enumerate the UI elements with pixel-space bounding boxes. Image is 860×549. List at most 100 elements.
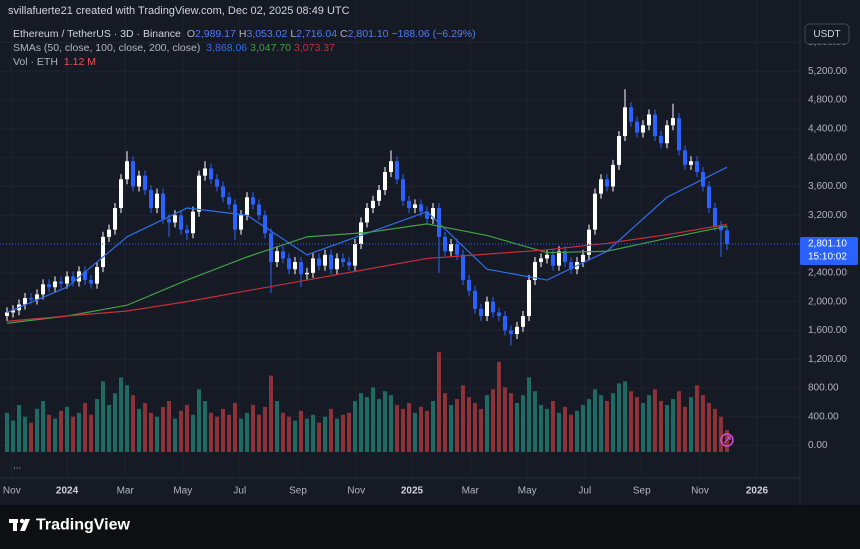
candle-body	[65, 276, 70, 284]
volume-bar	[400, 408, 405, 452]
brand-name: TradingView	[36, 517, 131, 534]
more-indicator[interactable]: ...	[13, 461, 21, 472]
countdown-label: 15:10:02	[808, 252, 847, 263]
candle-body	[460, 254, 465, 281]
candle-body	[556, 251, 561, 266]
alert-icon[interactable]	[720, 433, 734, 447]
candle-body	[430, 208, 435, 219]
volume-bar	[119, 377, 124, 452]
candle-body	[682, 150, 687, 165]
currency-button[interactable]	[804, 23, 850, 45]
candle-body	[598, 179, 603, 194]
volume-bar	[131, 395, 136, 452]
moving-averages	[6, 166, 728, 324]
volume-bar	[281, 412, 286, 452]
candle-body	[89, 280, 94, 284]
volume-bar	[706, 402, 711, 452]
volume-bar	[269, 375, 274, 452]
volume-bar	[239, 418, 244, 452]
x-tick-label: May	[173, 486, 192, 497]
volume-bar	[610, 393, 615, 452]
volume-bar	[59, 410, 64, 452]
footer-background	[0, 505, 860, 549]
candle-body	[53, 281, 58, 288]
x-tick-label: Sep	[633, 486, 651, 497]
sma-value: 3,868.06	[206, 42, 248, 54]
volume-bar	[179, 410, 184, 452]
volume-bar	[652, 389, 657, 452]
candle-body	[311, 258, 316, 273]
volume-bar	[538, 404, 543, 452]
logo-part	[13, 519, 17, 531]
x-tick-label: 2026	[746, 486, 769, 497]
volume-bar	[323, 416, 328, 452]
candle-body	[706, 186, 711, 209]
candle-body	[251, 197, 256, 205]
candle-body	[580, 254, 585, 263]
volume-bar	[17, 404, 22, 452]
volume-bar	[203, 401, 208, 452]
volume-bar	[389, 395, 394, 452]
volume-pane	[5, 352, 729, 452]
volume-bar	[287, 416, 292, 452]
candle-body	[628, 107, 633, 122]
volume-bar	[23, 416, 28, 452]
candle-body	[35, 294, 40, 300]
volume-bar	[694, 385, 699, 452]
volume-bar	[442, 393, 447, 452]
volume-bar	[167, 401, 172, 452]
volume-bar	[634, 397, 639, 452]
candle-body	[568, 262, 573, 270]
currency-label[interactable]: USDT	[813, 29, 840, 40]
candle-body	[562, 251, 567, 263]
candle-body	[143, 175, 148, 191]
volume-bar	[592, 389, 597, 452]
y-tick-label: 800.00	[808, 383, 839, 394]
volume-bar	[646, 395, 651, 452]
ohlc-value: 2,989.17	[194, 28, 236, 40]
volume-bar	[161, 406, 166, 452]
ohlc-key: H	[238, 28, 247, 40]
candle-body	[119, 179, 124, 209]
volume-bar	[628, 391, 633, 452]
candle-body	[448, 244, 453, 252]
volume-bar	[574, 410, 579, 452]
ohlc-key: C	[340, 28, 348, 40]
x-tick-label: May	[518, 486, 537, 497]
candle-body	[293, 262, 298, 270]
candle-body	[502, 316, 507, 331]
candle-body	[347, 262, 352, 266]
volume-bar	[640, 402, 645, 452]
candle-body	[179, 215, 184, 230]
y-tick-label: 4,000.00	[808, 152, 847, 163]
last-price-tag	[800, 236, 858, 265]
sma-title: SMAs (50, close, 100, close, 200, close)	[13, 42, 201, 54]
volume-bar	[335, 418, 340, 452]
candle-body	[23, 298, 28, 305]
x-tick-label: Jul	[578, 486, 591, 497]
candle-body	[490, 301, 495, 313]
volume-bar	[5, 412, 10, 452]
volume-bar	[454, 399, 459, 452]
volume-bar	[580, 404, 585, 452]
candle-body	[406, 200, 411, 209]
volume-bar	[65, 406, 70, 452]
volume-bar	[658, 401, 663, 452]
ohlc-value: 3,053.02	[246, 28, 288, 40]
candle-body	[5, 312, 10, 317]
y-tick-label: 1,600.00	[808, 325, 847, 336]
volume-title: Vol · ETH	[13, 56, 58, 68]
volume-bar	[89, 414, 94, 452]
volume-bar	[305, 418, 310, 452]
volume-bar	[359, 393, 364, 452]
candle-body	[634, 121, 639, 133]
volume-bar	[311, 414, 316, 452]
candle-body	[670, 118, 675, 126]
candle-body	[107, 229, 112, 237]
volume-bar	[664, 404, 669, 452]
candle-body	[71, 276, 76, 282]
candle-body	[604, 179, 609, 187]
candle-body	[508, 330, 513, 335]
candle-body	[317, 258, 322, 266]
